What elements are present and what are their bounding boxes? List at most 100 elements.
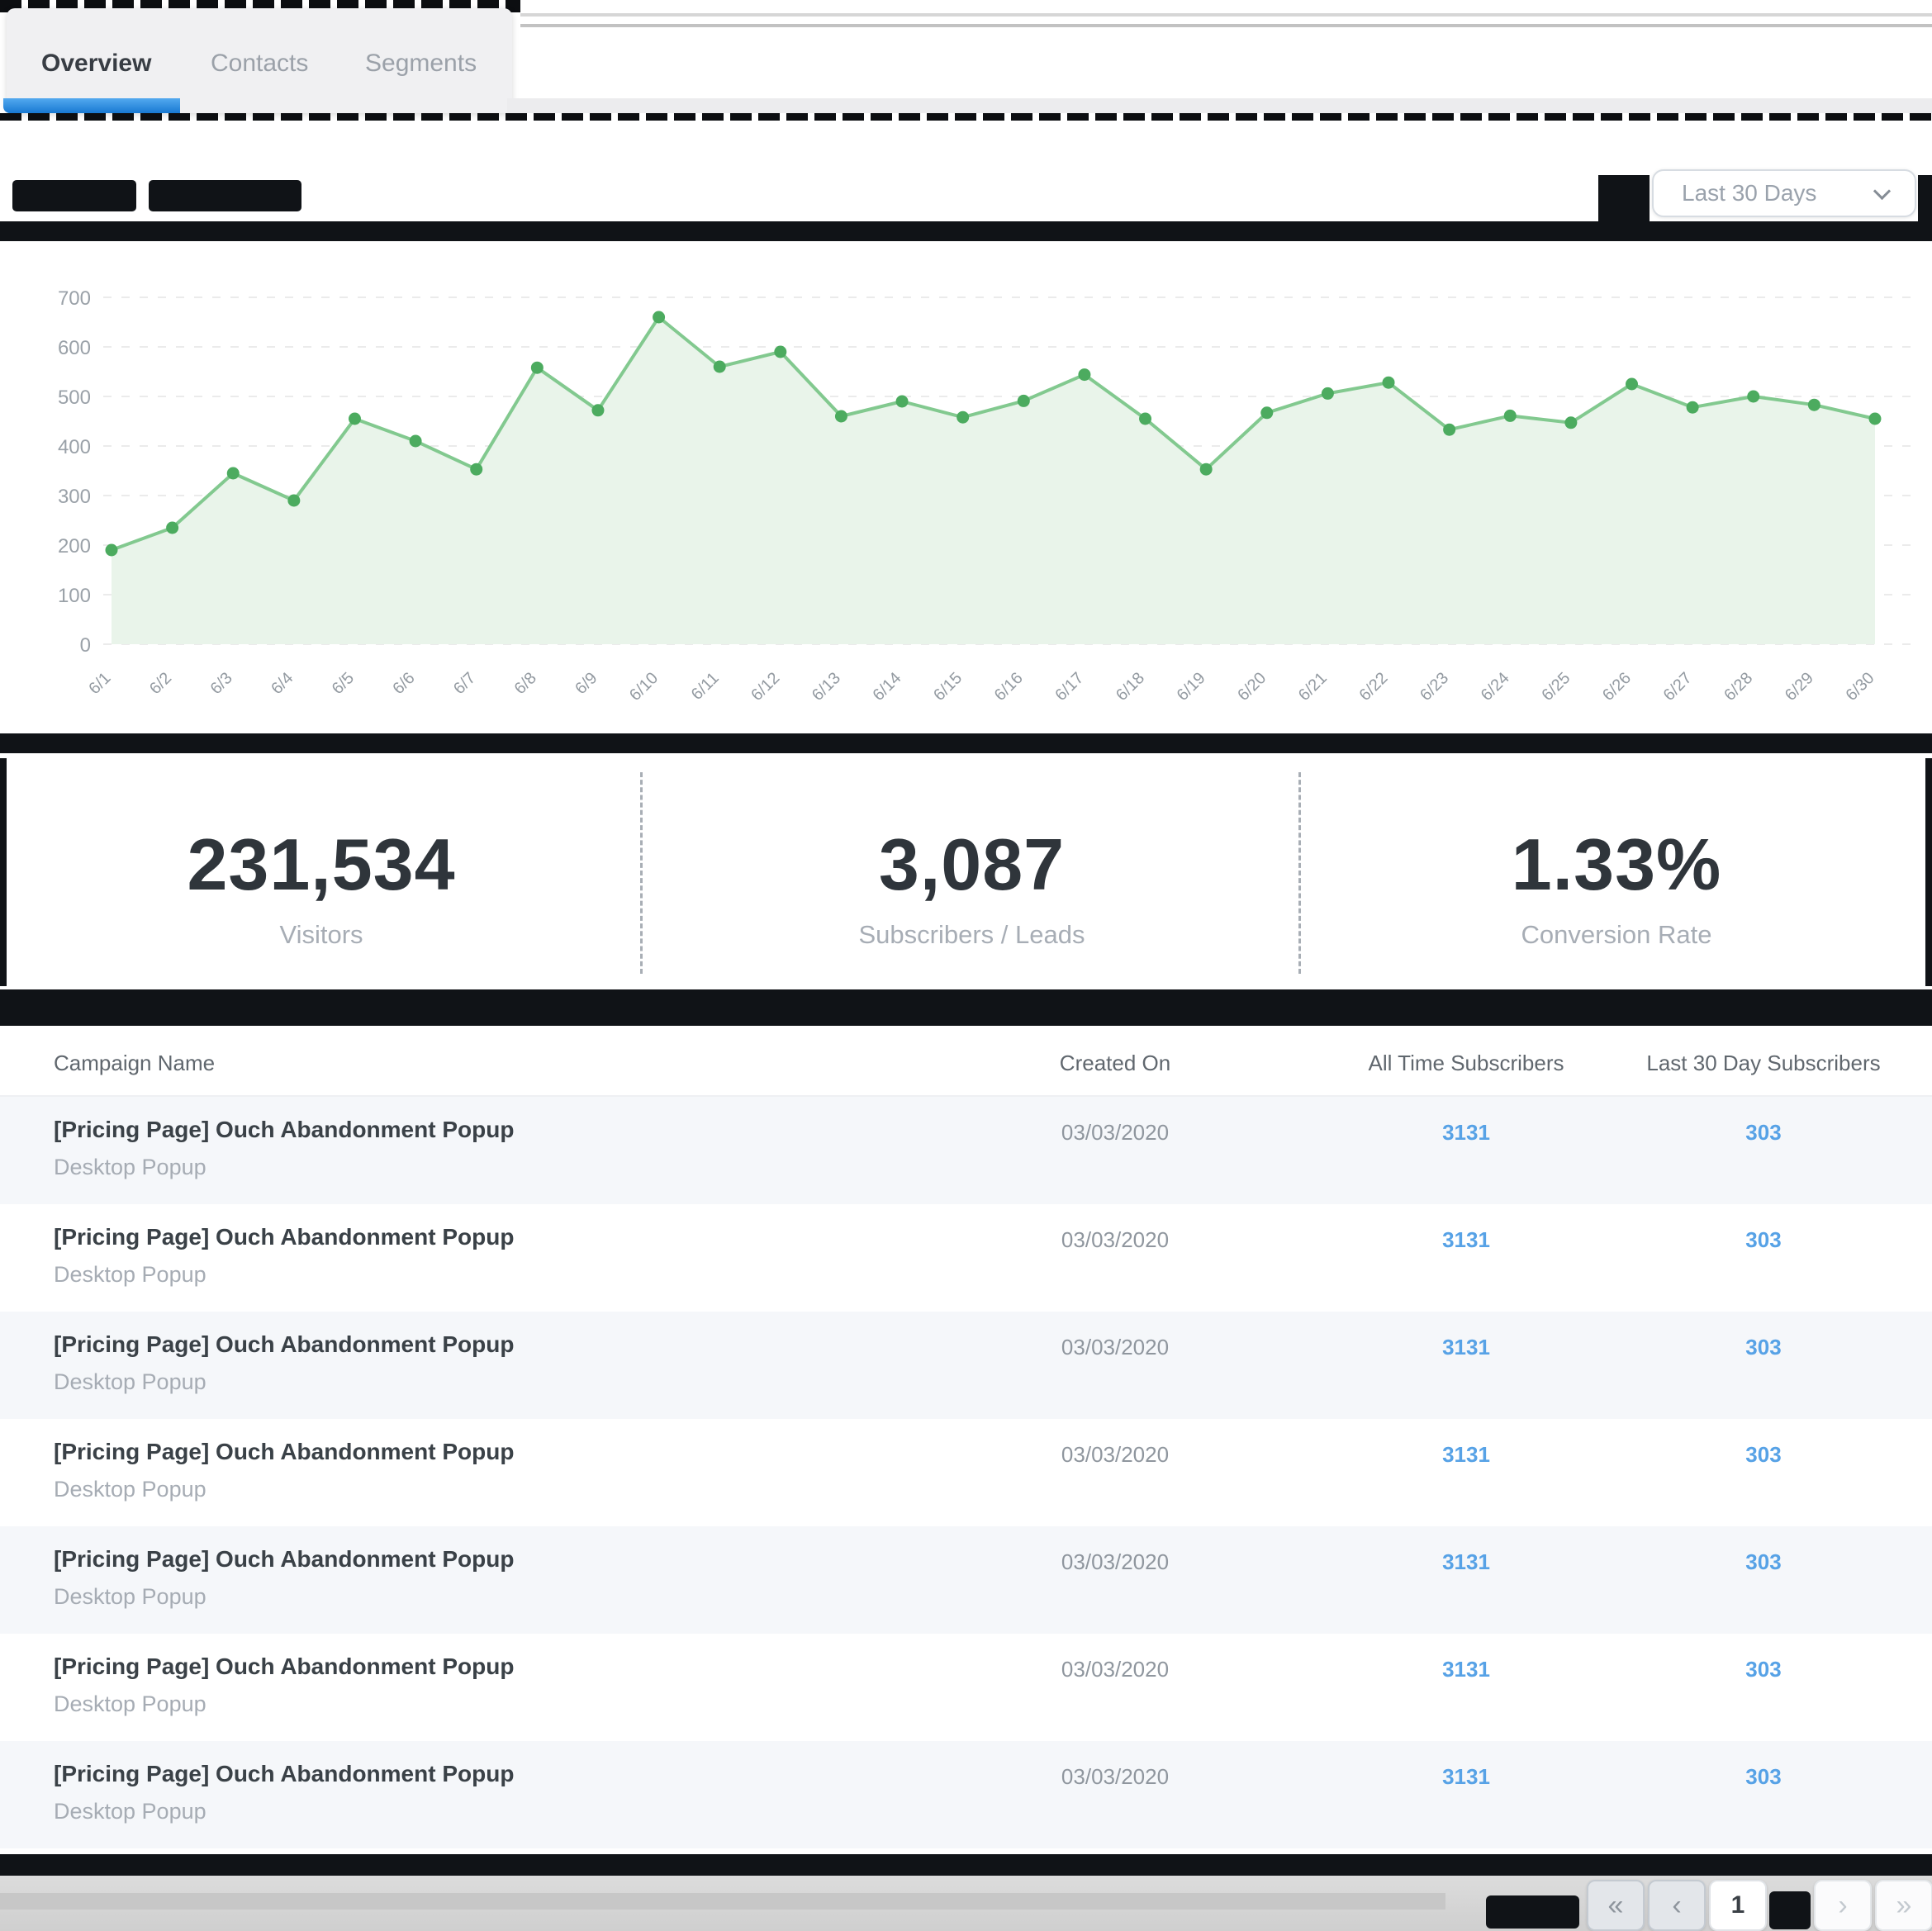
data-point[interactable] — [1443, 423, 1456, 436]
data-point[interactable] — [1078, 368, 1091, 382]
campaign-type: Desktop Popup — [54, 1799, 206, 1824]
table-row: [Pricing Page] Ouch Abandonment Popup Des… — [0, 1741, 1932, 1848]
campaign-name: [Pricing Page] Ouch Abandonment Popup — [54, 1331, 515, 1357]
y-tick-label: 300 — [58, 486, 91, 508]
data-point[interactable] — [166, 521, 179, 534]
date-range-select[interactable]: Last 30 Days — [1652, 169, 1916, 217]
campaign-type: Desktop Popup — [54, 1155, 206, 1179]
last-30-day-subscribers-link[interactable]: 303 — [1745, 1227, 1782, 1252]
last-30-day-subscribers-link[interactable]: 303 — [1745, 1657, 1782, 1682]
data-point[interactable] — [348, 412, 361, 425]
created-on-date: 03/03/2020 — [1061, 1120, 1170, 1145]
created-on-date: 03/03/2020 — [1061, 1549, 1170, 1574]
redacted-footer-label — [1486, 1895, 1579, 1929]
col-last-30-day-subscribers[interactable]: Last 30 Day Subscribers — [1646, 1051, 1881, 1075]
all-time-subscribers-link[interactable]: 3131 — [1442, 1764, 1490, 1789]
chevron-down-icon — [1873, 182, 1892, 201]
last-30-day-subscribers-link[interactable]: 303 — [1745, 1549, 1782, 1574]
x-tick-label: 6/27 — [1660, 669, 1696, 705]
data-point[interactable] — [1503, 409, 1517, 422]
data-point[interactable] — [530, 361, 544, 374]
y-tick-label: 0 — [80, 634, 91, 657]
redacted-page-info — [1769, 1891, 1811, 1929]
all-time-subscribers-link[interactable]: 3131 — [1442, 1227, 1490, 1252]
conversion-value: 1.33% — [1511, 823, 1722, 905]
pagination-next-button[interactable]: › — [1814, 1880, 1872, 1931]
data-point[interactable] — [957, 410, 970, 424]
campaign-name: [Pricing Page] Ouch Abandonment Popup — [54, 1224, 515, 1250]
x-tick-label: 6/7 — [450, 669, 479, 698]
data-point[interactable] — [1686, 401, 1699, 414]
redacted-bar — [0, 221, 1932, 241]
data-point[interactable] — [105, 543, 118, 557]
data-point[interactable] — [1382, 376, 1395, 389]
x-tick-label: 6/26 — [1599, 669, 1635, 705]
table-row: [Pricing Page] Ouch Abandonment Popup Des… — [0, 1204, 1932, 1312]
last-30-day-subscribers-link[interactable]: 303 — [1745, 1764, 1782, 1789]
campaign-type: Desktop Popup — [54, 1262, 206, 1287]
y-tick-label: 400 — [58, 436, 91, 458]
table-row: [Pricing Page] Ouch Abandonment Popup Des… — [0, 1634, 1932, 1741]
data-point[interactable] — [287, 494, 301, 507]
x-tick-label: 6/25 — [1538, 669, 1574, 705]
data-point[interactable] — [1321, 387, 1334, 400]
pagination-last-button[interactable]: » — [1875, 1880, 1932, 1931]
redacted-divider-line — [0, 113, 1932, 121]
tab-contacts[interactable]: Contacts — [211, 50, 309, 77]
data-point[interactable] — [1260, 406, 1274, 420]
data-point[interactable] — [226, 467, 240, 480]
pagination-current-page[interactable]: 1 — [1709, 1880, 1767, 1931]
y-tick-label: 200 — [58, 535, 91, 557]
data-point[interactable] — [1626, 377, 1638, 391]
created-on-date: 03/03/2020 — [1061, 1657, 1170, 1682]
x-tick-label: 6/22 — [1355, 669, 1391, 705]
data-point[interactable] — [1564, 416, 1578, 429]
data-point[interactable] — [1139, 412, 1152, 425]
data-point[interactable] — [470, 463, 483, 476]
data-point[interactable] — [1017, 394, 1030, 407]
pagination-first-button[interactable]: « — [1587, 1880, 1645, 1931]
stat-card-visitors: 231,534 Visitors — [7, 758, 636, 986]
data-point[interactable] — [713, 360, 726, 373]
x-tick-label: 6/23 — [1417, 669, 1452, 705]
area-fill — [112, 317, 1875, 644]
card-divider — [1298, 772, 1301, 974]
x-tick-label: 6/1 — [85, 669, 114, 698]
all-time-subscribers-link[interactable]: 3131 — [1442, 1549, 1490, 1574]
data-point[interactable] — [1747, 390, 1760, 403]
all-time-subscribers-link[interactable]: 3131 — [1442, 1335, 1490, 1359]
data-point[interactable] — [1807, 398, 1820, 411]
data-point[interactable] — [653, 311, 666, 324]
tab-segments[interactable]: Segments — [365, 50, 477, 77]
all-time-subscribers-link[interactable]: 3131 — [1442, 1442, 1490, 1467]
last-30-day-subscribers-link[interactable]: 303 — [1745, 1442, 1782, 1467]
stat-card-conversion: 1.33% Conversion Rate — [1308, 758, 1925, 986]
y-tick-label: 500 — [58, 387, 91, 409]
redacted-edge — [1925, 758, 1932, 986]
subscribers-value: 3,087 — [878, 823, 1066, 905]
pagination-prev-button[interactable]: ‹ — [1648, 1880, 1706, 1931]
all-time-subscribers-link[interactable]: 3131 — [1442, 1120, 1490, 1145]
tab-overview[interactable]: Overview — [41, 50, 152, 77]
subscribers-chart: 0 100 200 300 400 500 600 700 6/1 6/2 6/3 6/4 6/5 6/6… — [0, 241, 1932, 710]
all-time-subscribers-link[interactable]: 3131 — [1442, 1657, 1490, 1682]
data-point[interactable] — [1868, 412, 1882, 425]
col-created-on[interactable]: Created On — [1059, 1051, 1171, 1075]
last-30-day-subscribers-link[interactable]: 303 — [1745, 1335, 1782, 1359]
visitors-label: Visitors — [279, 920, 363, 949]
col-campaign-name[interactable]: Campaign Name — [54, 1051, 216, 1075]
x-tick-label: 6/24 — [1478, 669, 1513, 705]
x-tick-label: 6/3 — [207, 669, 236, 698]
data-point[interactable] — [591, 404, 605, 417]
data-point[interactable] — [774, 345, 787, 358]
data-point[interactable] — [834, 410, 847, 423]
data-point[interactable] — [1199, 463, 1213, 476]
divider — [0, 1095, 1932, 1097]
table-row: [Pricing Page] Ouch Abandonment Popup Des… — [0, 1419, 1932, 1526]
active-tab-indicator — [3, 98, 180, 113]
data-point[interactable] — [895, 395, 909, 408]
last-30-day-subscribers-link[interactable]: 303 — [1745, 1120, 1782, 1145]
col-all-time-subscribers[interactable]: All Time Subscribers — [1368, 1051, 1564, 1075]
conversion-label: Conversion Rate — [1521, 920, 1712, 949]
data-point[interactable] — [409, 434, 422, 448]
